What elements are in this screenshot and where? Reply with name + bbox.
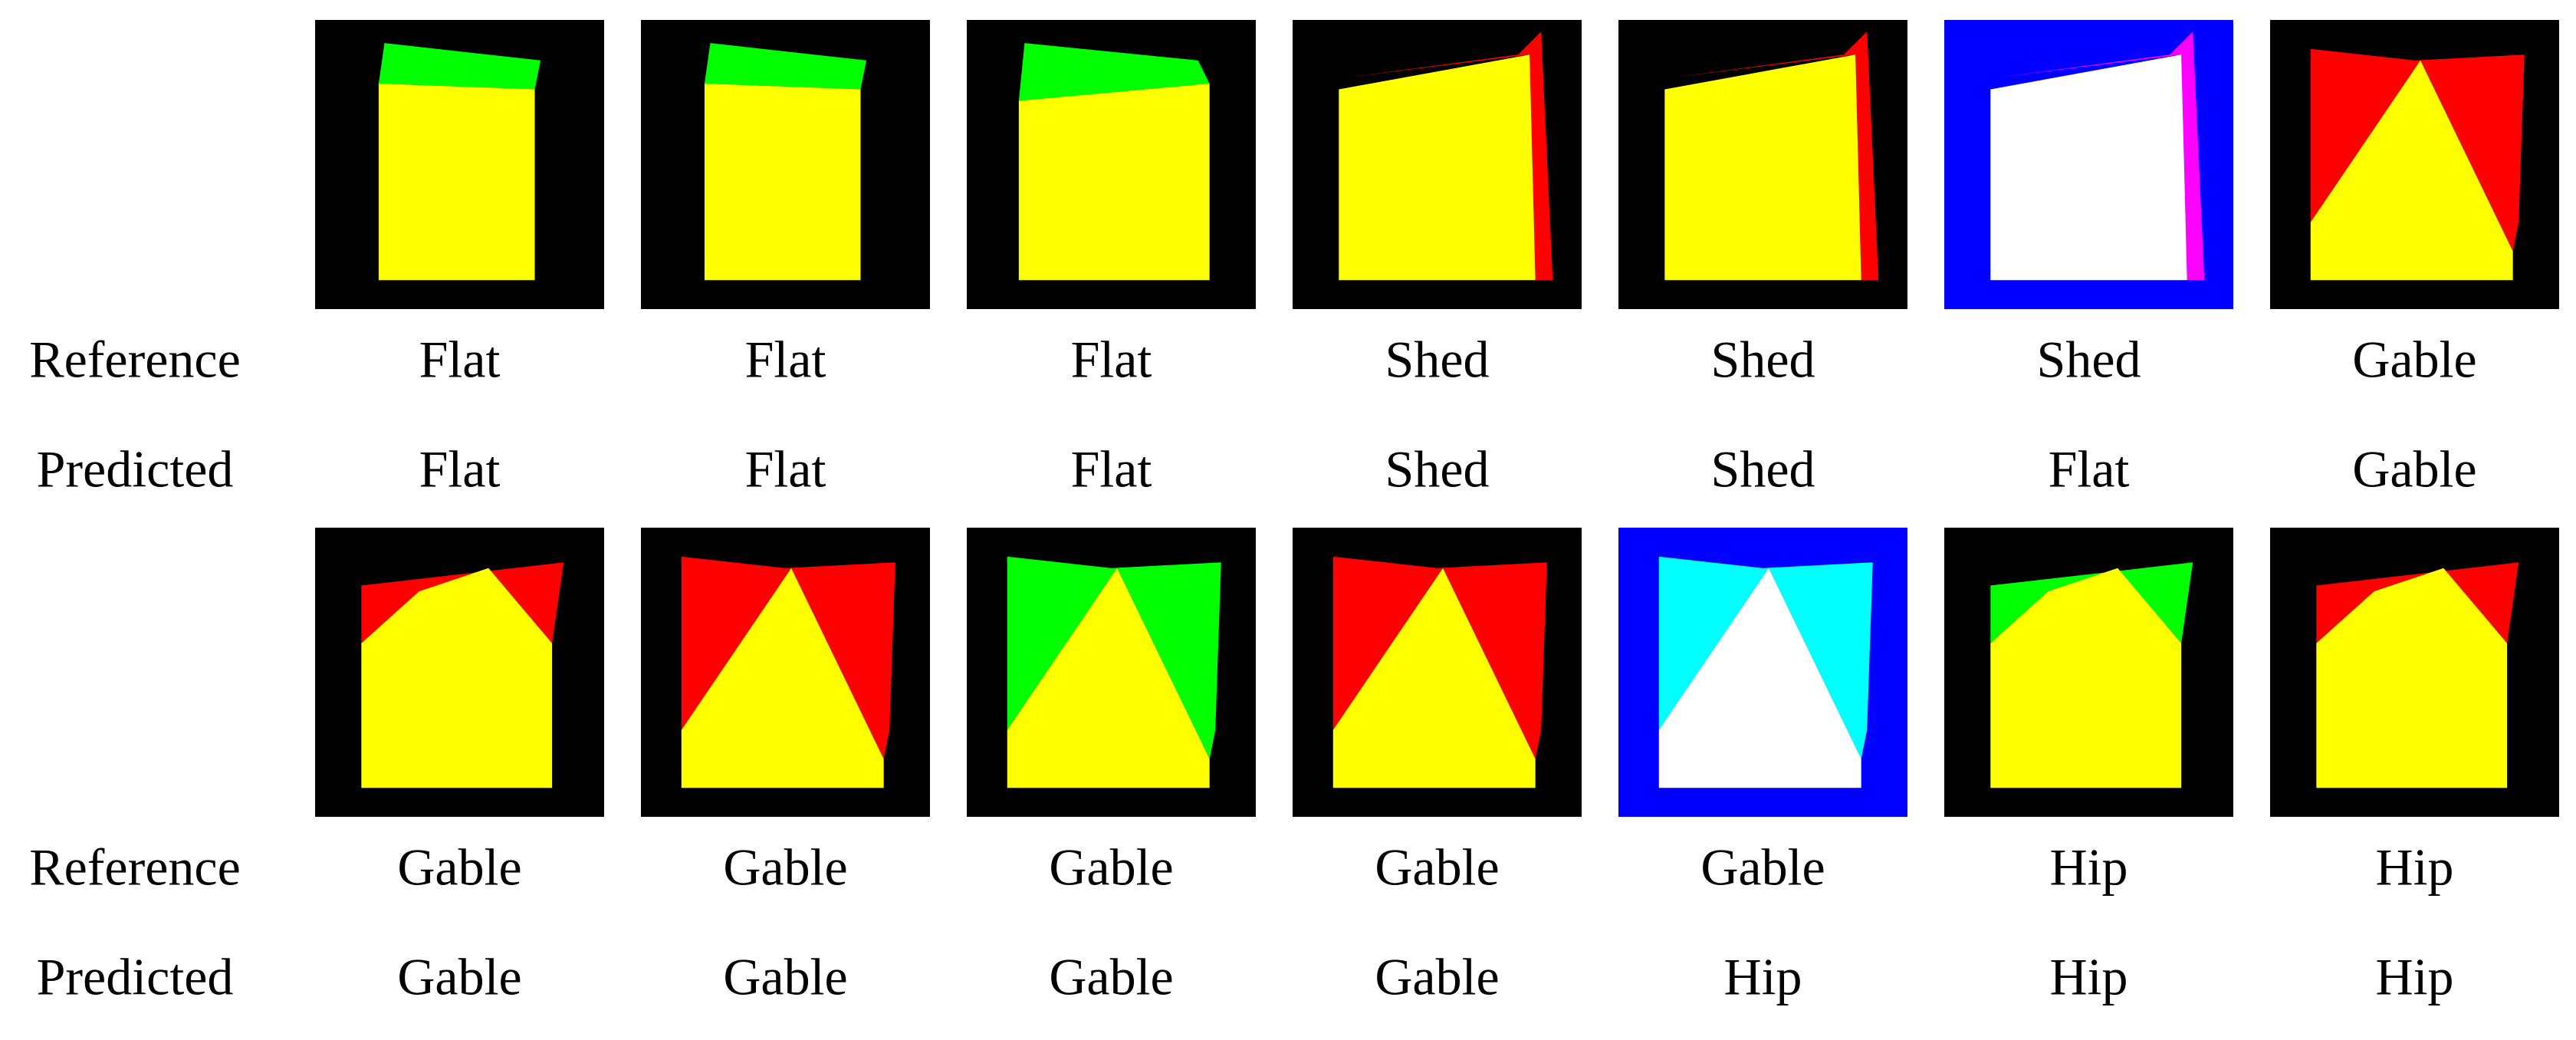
- roof-error: [1018, 43, 1210, 101]
- predicted-class: Flat: [2049, 440, 2130, 499]
- row-label: Predicted: [37, 440, 234, 499]
- thumbnail: [641, 20, 930, 309]
- predicted-class: Flat: [419, 440, 501, 499]
- roof-body: [1018, 83, 1210, 281]
- thumbnail: [1944, 528, 2233, 817]
- reference-class: Shed: [2037, 331, 2141, 389]
- thumbnail: [2270, 20, 2559, 309]
- reference-class: Flat: [419, 331, 501, 389]
- roof-body: [1664, 54, 1861, 281]
- roof-body: [681, 568, 884, 788]
- roof-error: [681, 556, 895, 759]
- roof-body: [2316, 568, 2508, 788]
- predicted-class: Gable: [723, 948, 847, 1006]
- roof-body: [361, 568, 553, 788]
- roof-error: [1344, 31, 1553, 281]
- reference-class: Gable: [1049, 838, 1173, 897]
- roof-error: [1658, 556, 1873, 759]
- thumbnail: [967, 20, 1256, 309]
- thumbnail: [641, 528, 930, 817]
- roof-error: [361, 562, 564, 643]
- roof-body: [1990, 568, 2182, 788]
- thumbnail: [1944, 20, 2233, 309]
- roof-error: [1996, 31, 2205, 281]
- roof-body: [704, 83, 861, 281]
- reference-class: Hip: [2376, 838, 2454, 897]
- predicted-class: Flat: [1071, 440, 1152, 499]
- roof-error: [1007, 556, 1221, 759]
- thumbnail: [1618, 528, 1907, 817]
- thumbnail: [967, 528, 1256, 817]
- reference-class: Gable: [1375, 838, 1499, 897]
- roof-error: [378, 43, 541, 90]
- roof-body: [378, 83, 535, 281]
- reference-class: Gable: [2352, 331, 2476, 389]
- roof-body: [1339, 54, 1536, 281]
- reference-class: Gable: [1700, 838, 1825, 897]
- reference-class: Shed: [1711, 331, 1815, 389]
- roof-body: [1990, 54, 2187, 281]
- predicted-class: Gable: [1375, 948, 1499, 1006]
- roof-error: [704, 43, 867, 90]
- reference-class: Flat: [745, 331, 826, 389]
- roof-body: [1007, 568, 1210, 788]
- row-label: Reference: [29, 331, 241, 389]
- roof-error: [2316, 562, 2519, 643]
- row-label: Reference: [29, 838, 241, 897]
- predicted-class: Hip: [1724, 948, 1802, 1006]
- predicted-class: Gable: [1049, 948, 1173, 1006]
- predicted-class: Flat: [745, 440, 826, 499]
- predicted-class: Shed: [1711, 440, 1815, 499]
- predicted-class: Gable: [2352, 440, 2476, 499]
- roof-body: [1658, 568, 1861, 788]
- reference-class: Flat: [1071, 331, 1152, 389]
- thumbnail: [315, 20, 604, 309]
- reference-class: Gable: [397, 838, 521, 897]
- thumbnail: [2270, 528, 2559, 817]
- thumbnail: [1293, 528, 1582, 817]
- reference-class: Hip: [2050, 838, 2128, 897]
- roof-body: [1332, 568, 1536, 788]
- predicted-class: Hip: [2376, 948, 2454, 1006]
- roof-error: [2310, 48, 2525, 252]
- predicted-class: Gable: [397, 948, 521, 1006]
- reference-class: Gable: [723, 838, 847, 897]
- roof-error: [1990, 562, 2193, 643]
- roof-error: [1332, 556, 1547, 759]
- roof-body: [2310, 60, 2513, 281]
- reference-class: Shed: [1385, 331, 1490, 389]
- roof-error: [1670, 31, 1879, 281]
- thumbnail: [1293, 20, 1582, 309]
- row-label: Predicted: [37, 948, 234, 1006]
- thumbnail: [1618, 20, 1907, 309]
- thumbnail: [315, 528, 604, 817]
- predicted-class: Shed: [1385, 440, 1490, 499]
- predicted-class: Hip: [2050, 948, 2128, 1006]
